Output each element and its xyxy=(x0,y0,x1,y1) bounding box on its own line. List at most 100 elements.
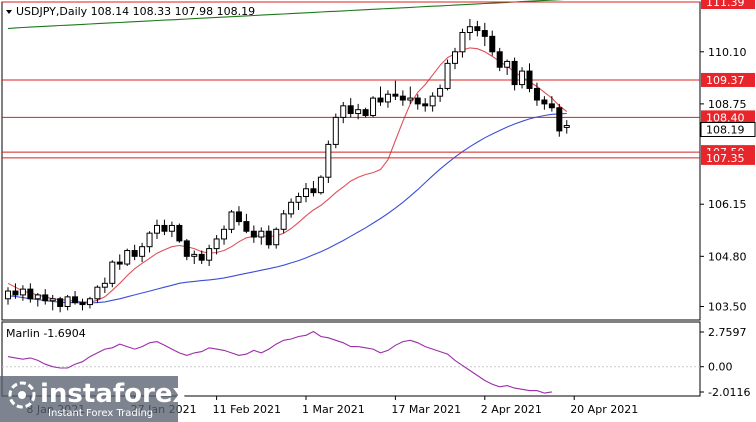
candle-body xyxy=(526,70,533,89)
candle-body xyxy=(332,116,339,145)
candle-body xyxy=(370,97,377,116)
candle-body xyxy=(42,294,49,302)
candle-body xyxy=(5,290,11,300)
candle xyxy=(466,18,473,41)
candle xyxy=(5,287,11,305)
candle-body xyxy=(154,224,160,234)
candle-body xyxy=(533,87,540,101)
candle-body xyxy=(221,228,228,240)
candle-body xyxy=(504,60,511,68)
slow-ma-line xyxy=(7,112,567,304)
candle-body xyxy=(280,213,287,230)
current-price-label: 108.19 xyxy=(706,123,745,136)
candle-body xyxy=(481,30,488,37)
candle-body xyxy=(19,288,26,296)
candle-body xyxy=(176,224,183,242)
candle xyxy=(42,289,49,305)
candle-body xyxy=(116,261,123,265)
candle-body xyxy=(265,230,272,246)
time-tick-label: 1 Mar 2021 xyxy=(302,403,365,416)
candle-body xyxy=(79,302,86,306)
time-tick-label: 17 Mar 2021 xyxy=(391,403,461,416)
symbol-info: USDJPY,Daily 108.14 108.33 107.98 108.19 xyxy=(16,5,255,18)
oscillator-tick-label: 0.00 xyxy=(708,361,733,374)
candle xyxy=(325,140,332,183)
candle-body xyxy=(131,250,138,257)
candle-body xyxy=(235,211,242,223)
time-tick-label: 20 Apr 2021 xyxy=(570,403,638,416)
candle xyxy=(191,250,198,265)
candle xyxy=(511,57,518,91)
level-label: 109.37 xyxy=(706,74,745,87)
candle-body xyxy=(392,93,399,97)
candle xyxy=(86,296,93,309)
candle-body xyxy=(72,296,79,304)
candle xyxy=(34,292,41,307)
candle xyxy=(526,63,533,93)
candle xyxy=(64,294,71,311)
candle-body xyxy=(12,290,19,296)
candle xyxy=(489,30,496,56)
candle-body xyxy=(86,298,93,306)
level-label: 107.35 xyxy=(706,152,745,165)
candle-body xyxy=(146,232,153,248)
candle xyxy=(548,96,555,112)
candle-body xyxy=(437,87,444,97)
candle xyxy=(124,248,131,266)
price-tick-label: 103.50 xyxy=(708,300,747,313)
candle xyxy=(317,175,324,195)
candle xyxy=(303,182,309,203)
candle-body xyxy=(206,248,213,261)
candle-body xyxy=(101,282,108,288)
candle xyxy=(235,206,242,226)
candle xyxy=(94,285,101,303)
candle xyxy=(19,285,26,301)
price-panel: USDJPY,Daily 108.14 108.33 107.98 108.19 xyxy=(1,0,701,321)
candle-body xyxy=(362,109,369,116)
candle xyxy=(243,213,250,234)
time-tick-label: 11 Feb 2021 xyxy=(213,403,281,416)
candle xyxy=(109,260,116,288)
candle-body xyxy=(124,250,131,265)
candle xyxy=(340,101,347,124)
candle xyxy=(414,94,421,110)
candle-body xyxy=(340,105,347,118)
candle xyxy=(422,98,429,112)
candle-body xyxy=(429,95,436,107)
candle xyxy=(27,283,34,303)
candle xyxy=(392,80,399,101)
candle-body xyxy=(34,294,41,300)
candle-body xyxy=(109,261,116,284)
candle xyxy=(49,294,56,311)
candle xyxy=(168,221,175,238)
oscillator-panel-frame xyxy=(1,321,701,397)
candle xyxy=(139,242,146,263)
level-label: 108.40 xyxy=(706,111,745,124)
candle-body xyxy=(64,296,71,307)
candle-body xyxy=(556,107,563,132)
candle xyxy=(407,86,414,104)
candle-body xyxy=(407,97,414,101)
candle xyxy=(250,225,257,243)
candle-body xyxy=(399,95,406,101)
candle xyxy=(362,107,369,118)
candle xyxy=(295,192,302,211)
oscillator-tick-label: -2.0116 xyxy=(708,386,750,399)
candle xyxy=(429,92,436,112)
candle xyxy=(384,90,391,108)
candle-body xyxy=(511,60,518,86)
candle xyxy=(496,47,503,72)
oscillator-label: Marlin -1.6904 xyxy=(6,327,86,340)
candle-body xyxy=(288,201,295,215)
candle xyxy=(57,296,64,313)
long-ma-line xyxy=(7,0,565,30)
candle-body xyxy=(541,99,548,105)
level-label-box xyxy=(701,110,755,125)
candle xyxy=(377,86,384,106)
candle xyxy=(206,244,213,266)
candle xyxy=(12,283,19,299)
price-tick-label: 110.10 xyxy=(708,46,747,59)
candle-body xyxy=(303,188,309,198)
price-tick-label: 104.80 xyxy=(708,250,747,263)
dropdown-arrow-icon[interactable] xyxy=(6,10,12,14)
